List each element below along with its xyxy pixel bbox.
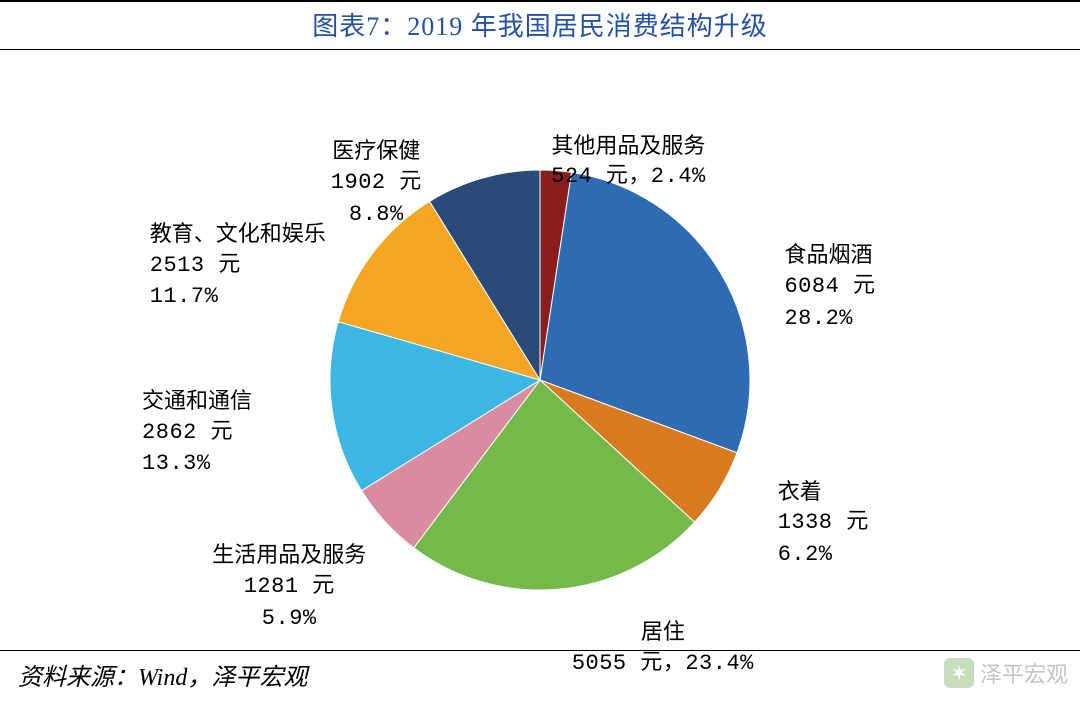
pie-chart: 其他用品及服务524 元，2.4%食品烟酒6084 元28.2%衣着1338 元…	[0, 50, 1080, 650]
slice-label: 食品烟酒6084 元28.2%	[784, 240, 875, 333]
chart-title-bar: 图表7：2019 年我国居民消费结构升级	[0, 0, 1080, 50]
pie-svg	[330, 170, 750, 590]
watermark: ✶ 泽平宏观	[944, 657, 1068, 689]
slice-label: 教育、文化和娱乐2513 元11.7%	[150, 219, 326, 312]
chart-title: 图表7：2019 年我国居民消费结构升级	[312, 12, 768, 41]
watermark-text: 泽平宏观	[980, 657, 1068, 689]
source-text: 资料来源：Wind，泽平宏观	[0, 651, 1080, 692]
pie-wrap	[330, 170, 750, 590]
slice-label: 交通和通信2862 元13.3%	[142, 386, 252, 479]
slice-label: 衣着1338 元6.2%	[778, 477, 869, 570]
wechat-icon: ✶	[944, 658, 974, 688]
